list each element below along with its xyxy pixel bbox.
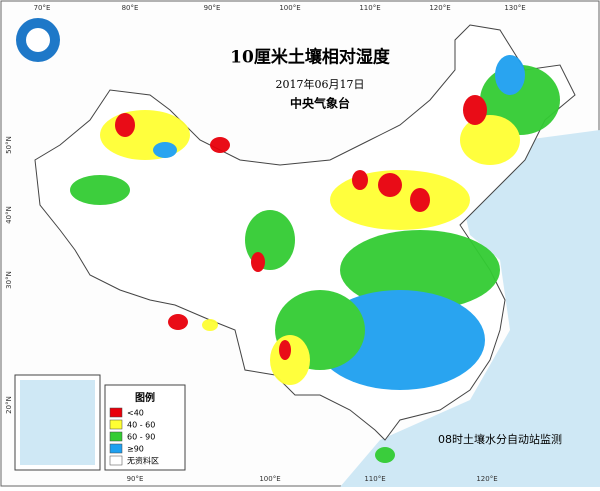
- legend-swatch: [109, 455, 123, 466]
- moisture-areas: [70, 55, 560, 463]
- area: [375, 447, 395, 463]
- logo: [16, 18, 60, 62]
- area: [270, 335, 310, 385]
- lon-label: 110°E: [359, 4, 380, 12]
- lon-label: 90°E: [204, 4, 221, 12]
- area: [251, 252, 265, 272]
- area: [168, 314, 188, 330]
- legend-swatch: [109, 407, 123, 418]
- lon-label: 70°E: [34, 4, 51, 12]
- legend-label: 无资料区: [127, 456, 159, 466]
- legend-swatch: [109, 431, 123, 442]
- area: [463, 95, 487, 125]
- agency: 中央气象台: [290, 96, 350, 111]
- legend-title: 图例: [135, 391, 155, 404]
- legend-label: 60 - 90: [127, 433, 155, 442]
- lat-label: 20°N: [5, 396, 13, 414]
- sea: [340, 130, 600, 487]
- area: [495, 55, 525, 95]
- legend-label: 40 - 60: [127, 421, 155, 430]
- legend-swatch: [109, 443, 123, 454]
- area: [115, 113, 135, 137]
- logo-inner: [26, 28, 50, 52]
- lat-label: 50°N: [5, 136, 13, 154]
- date: 2017年06月17日: [276, 77, 365, 91]
- area: [153, 142, 177, 158]
- lon-label: 90°E: [127, 475, 144, 483]
- area: [210, 137, 230, 153]
- area: [70, 175, 130, 205]
- area: [340, 230, 500, 310]
- note: 08时土壤水分自动站监测: [438, 432, 562, 446]
- area: [279, 340, 291, 360]
- lon-label: 130°E: [504, 4, 525, 12]
- legend-swatch: [109, 419, 123, 430]
- legend-label: <40: [127, 409, 144, 418]
- lon-label: 110°E: [364, 475, 385, 483]
- area: [460, 115, 520, 165]
- area: [202, 319, 218, 331]
- lon-label: 100°E: [259, 475, 280, 483]
- area: [352, 170, 368, 190]
- lat-label: 30°N: [5, 271, 13, 289]
- area: [100, 110, 190, 160]
- lat-label: 40°N: [5, 206, 13, 224]
- inset-sea: [20, 380, 95, 465]
- area: [410, 188, 430, 212]
- lon-label: 120°E: [476, 475, 497, 483]
- legend: <40 40 - 60 60 - 90 ≥90 无资料区: [109, 407, 159, 466]
- title: 10厘米土壤相对湿度: [230, 47, 391, 68]
- graticule-labels: 70°E 80°E 90°E 100°E 110°E 120°E 130°E 90°E 100°…: [5, 4, 526, 483]
- legend-label: ≥90: [127, 445, 144, 454]
- lon-label: 100°E: [279, 4, 300, 12]
- lon-label: 80°E: [122, 4, 139, 12]
- area: [378, 173, 402, 197]
- lon-label: 120°E: [429, 4, 450, 12]
